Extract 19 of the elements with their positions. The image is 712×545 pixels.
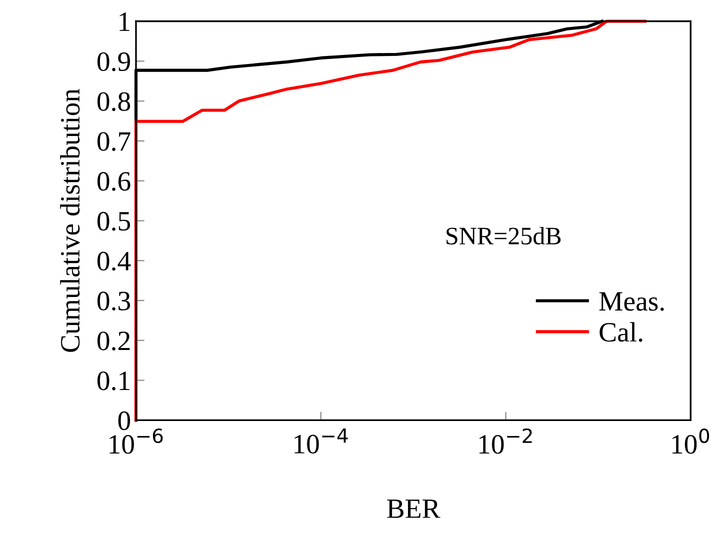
x-axis-title: BER — [387, 500, 440, 518]
y-tick-label: 0 — [118, 411, 130, 430]
y-tick-label: 0.5 — [97, 212, 130, 231]
x-tick-label: 10$^{0}$ — [672, 428, 710, 454]
legend-label: Meas. — [599, 292, 664, 311]
x-tick-label: 10$^{−4}$ — [294, 428, 348, 454]
y-tick-label: 0.3 — [97, 292, 130, 311]
y-tick-label: 0.2 — [97, 332, 130, 350]
legend-label: Cal. — [600, 322, 642, 342]
y-tick-label: 0.8 — [97, 92, 130, 112]
y-tick-label: 0.1 — [97, 371, 130, 390]
y-tick-label: 0.4 — [97, 252, 131, 271]
y-tick-label: 1 — [120, 12, 130, 31]
annotation: SNR=25dB — [446, 226, 561, 245]
y-tick-label: 0.6 — [97, 172, 130, 191]
y-axis-title: Cumulative distribution — [60, 88, 80, 352]
y-tick-label: 0.9 — [97, 52, 130, 72]
x-tick-label: 10$^{−2}$ — [479, 428, 532, 454]
y-tick-label: 0.7 — [97, 132, 130, 151]
